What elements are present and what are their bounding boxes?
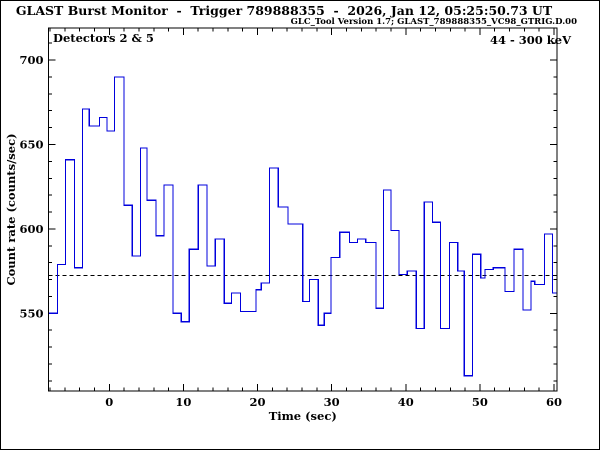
x-tick-label: 20 — [250, 395, 266, 409]
y-tick-label: 650 — [19, 137, 43, 151]
x-tick-label: 30 — [324, 395, 340, 409]
energy-range-label: 44 - 300 keV — [490, 33, 571, 47]
y-axis-title: Count rate (counts/sec) — [4, 133, 18, 285]
y-tick-label: 550 — [19, 306, 43, 320]
x-tick-label: 60 — [546, 395, 562, 409]
count-rate-step-line — [48, 76, 557, 377]
x-tick-label: 10 — [175, 395, 191, 409]
x-tick-label: 40 — [398, 395, 414, 409]
x-tick-label: 50 — [472, 395, 488, 409]
x-axis-title: Time (sec) — [269, 409, 337, 423]
plot-frame — [48, 27, 558, 392]
y-tick-label: 700 — [19, 53, 43, 67]
x-tick-label: 0 — [105, 395, 113, 409]
tool-version-label: GLC_Tool Version 1.7; GLAST_789888355_VC… — [290, 17, 577, 27]
detectors-label: Detectors 2 & 5 — [53, 31, 154, 45]
y-tick-label: 600 — [19, 222, 43, 236]
page-title: GLAST Burst Monitor - Trigger 789888355 … — [15, 3, 553, 18]
